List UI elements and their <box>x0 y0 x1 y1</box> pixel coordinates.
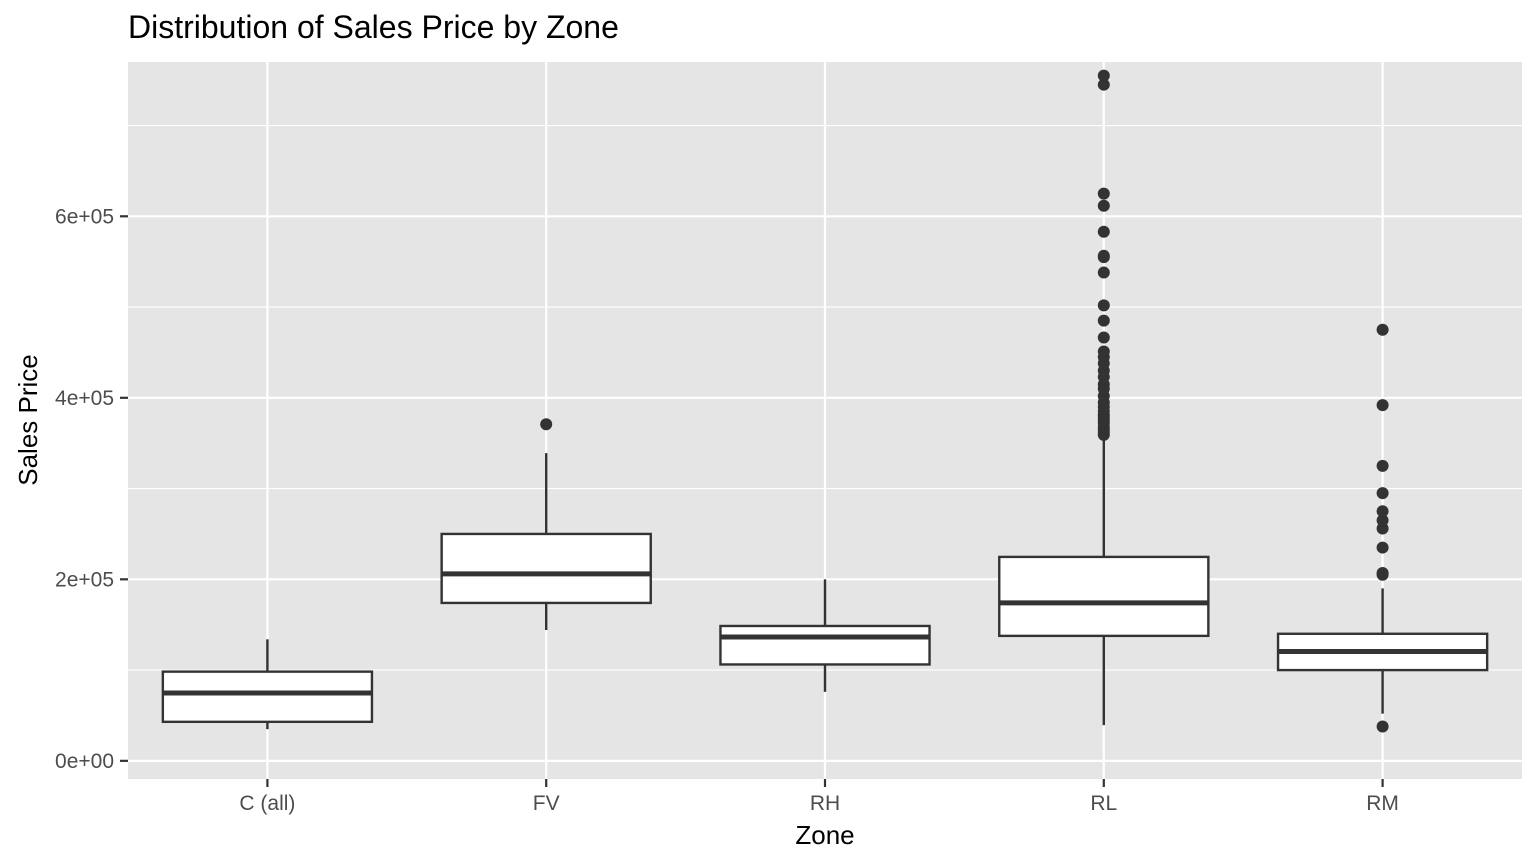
outlier-point <box>1097 78 1110 91</box>
outlier-point <box>1097 345 1110 358</box>
iqr-box <box>998 555 1210 638</box>
x-axis: C (all) FV RH RL RM <box>239 779 1399 815</box>
outlier-point <box>1097 266 1110 279</box>
x-tick-label: C (all) <box>239 792 295 815</box>
iqr-box <box>440 532 652 605</box>
outlier-point <box>1097 299 1110 312</box>
outlier-point <box>1376 566 1389 579</box>
y-tick-label: 0e+00 <box>55 750 114 773</box>
y-axis-title: Sales Price <box>13 354 43 486</box>
y-tick-label: 4e+05 <box>55 387 114 410</box>
y-tick-label: 6e+05 <box>55 205 114 228</box>
chart-title: Distribution of Sales Price by Zone <box>128 9 619 45</box>
outlier-point <box>1097 314 1110 327</box>
outlier-point <box>1376 459 1389 472</box>
outlier-point <box>1376 541 1389 554</box>
outlier-point <box>1097 225 1110 238</box>
y-axis: 0e+00 2e+05 4e+05 6e+05 <box>55 205 128 773</box>
box-rh <box>719 579 931 692</box>
outlier-point <box>1097 249 1110 262</box>
iqr-box <box>719 624 931 666</box>
outlier-point <box>1097 69 1110 82</box>
y-tick-label: 2e+05 <box>55 568 114 591</box>
outlier-point <box>1376 323 1389 336</box>
outlier-point <box>1376 720 1389 733</box>
iqr-box <box>161 670 374 724</box>
outlier-point <box>1376 399 1389 412</box>
box-layer <box>161 69 1489 733</box>
outlier-point <box>1097 331 1110 344</box>
x-tick-label: FV <box>533 792 560 815</box>
outlier-point <box>1376 514 1389 527</box>
x-tick-label: RL <box>1090 792 1117 815</box>
box-fv <box>440 418 652 630</box>
x-tick-label: RH <box>810 792 840 815</box>
x-tick-label: RM <box>1366 792 1399 815</box>
outlier-point <box>1097 187 1110 200</box>
outlier-point <box>1376 505 1389 518</box>
outlier-point <box>540 418 553 431</box>
outlier-point <box>1097 199 1110 212</box>
x-axis-title: Zone <box>795 820 854 850</box>
box-rm <box>1276 323 1489 733</box>
box-rl <box>998 69 1210 726</box>
box-call <box>161 639 374 730</box>
outlier-point <box>1376 487 1389 500</box>
